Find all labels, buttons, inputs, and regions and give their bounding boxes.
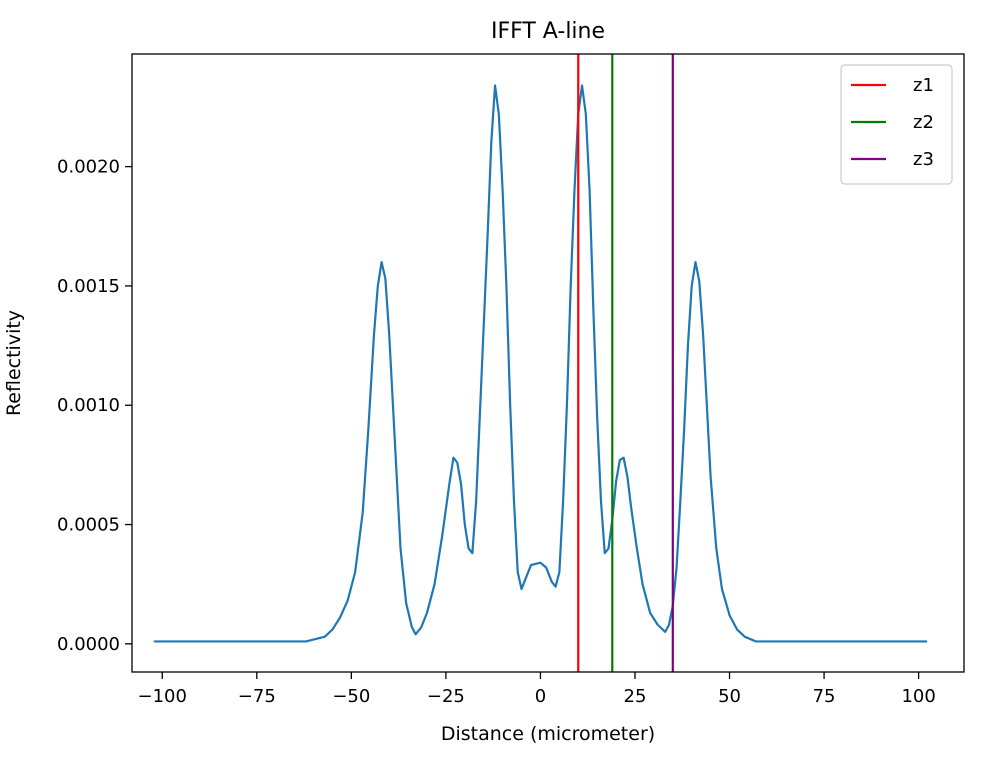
y-tick-label: 0.0015 (57, 276, 120, 297)
legend-box (840, 64, 953, 185)
series-line-0 (153, 84, 928, 643)
plot-area (153, 54, 928, 672)
legend-label-z3: z3 (913, 149, 934, 170)
x-tick-label: 0 (535, 686, 546, 707)
x-axis-label: Distance (micrometer) (441, 723, 655, 745)
x-tick-label: 50 (718, 686, 741, 707)
x-tick-label: 75 (813, 686, 836, 707)
y-tick-label: 0.0020 (57, 157, 120, 178)
chart-title: IFFT A-line (491, 19, 605, 44)
y-axis-label: Reflectivity (3, 310, 25, 416)
legend-label-z1: z1 (913, 75, 934, 96)
x-tick-label: −25 (427, 686, 465, 707)
axes-frame (131, 53, 965, 673)
y-tick-label: 0.0000 (57, 634, 120, 655)
y-tick-label: 0.0010 (57, 395, 120, 416)
y-tick-label: 0.0005 (57, 515, 120, 536)
legend: z1 z2 z3 (840, 64, 953, 185)
x-tick-label: −100 (138, 686, 187, 707)
x-tick-label: −50 (332, 686, 370, 707)
x-tick-label: 100 (901, 686, 935, 707)
legend-label-z2: z2 (913, 112, 934, 133)
x-tick-label: −75 (238, 686, 276, 707)
x-tick-label: 25 (624, 686, 647, 707)
axis-ticks: −100 −75 −50 −25 0 25 50 75 100 0.0000 0.0005 0.001… (57, 157, 936, 707)
